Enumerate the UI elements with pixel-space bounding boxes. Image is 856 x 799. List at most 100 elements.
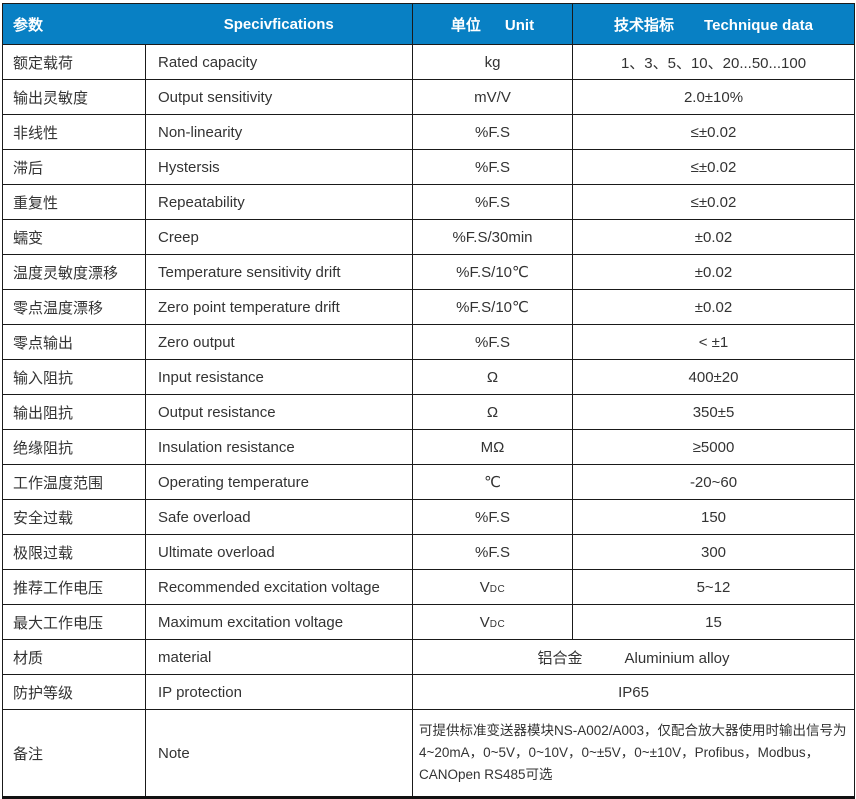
param-name-cn: 输出灵敏度 — [2, 79, 146, 115]
technique-data-value: ≤±0.02 — [572, 184, 855, 220]
unit-value: %F.S/10℃ — [412, 289, 573, 325]
table-row: 安全过载 Safe overload %F.S 150 — [2, 499, 855, 535]
unit-value: %F.S/30min — [412, 219, 573, 255]
header-param: 参数 — [2, 3, 146, 45]
unit-main: MΩ — [480, 438, 505, 456]
unit-value: kg — [412, 44, 573, 80]
param-name-cn: 额定载荷 — [2, 44, 146, 80]
unit-main: V — [479, 578, 490, 596]
unit-value: Ω — [412, 394, 573, 430]
param-name-en: Operating temperature — [145, 464, 413, 500]
unit-value: %F.S — [412, 499, 573, 535]
unit-main: %F.S — [474, 158, 510, 176]
technique-data-value: 1、3、5、10、20...50...100 — [572, 44, 855, 80]
unit-subscript: DC — [489, 618, 506, 630]
table-row: 材质 material 铝合金 Aluminium alloy — [2, 639, 855, 675]
param-name-cn: 输出阻抗 — [2, 394, 146, 430]
table-row: 输出阻抗 Output resistance Ω 350±5 — [2, 394, 855, 430]
technique-data-value: ≥5000 — [572, 429, 855, 465]
table-row: 额定载荷 Rated capacity kg 1、3、5、10、20...50...1… — [2, 44, 855, 80]
table-row: 非线性 Non-linearity %F.S ≤±0.02 — [2, 114, 855, 150]
unit-main: kg — [484, 53, 501, 71]
header-tech-cn: 技术指标 — [614, 16, 675, 34]
unit-main: %F.S — [474, 508, 510, 526]
unit-main: %F.S — [474, 123, 510, 141]
param-name-cn: 温度灵敏度漂移 — [2, 254, 146, 290]
unit-main: Ω — [486, 403, 499, 421]
param-name-en: Maximum excitation voltage — [145, 604, 413, 640]
technique-data-value: ±0.02 — [572, 219, 855, 255]
param-name-cn: 输入阻抗 — [2, 359, 146, 395]
unit-value: %F.S — [412, 324, 573, 360]
technique-data-value: 350±5 — [572, 394, 855, 430]
table-row: 最大工作电压 Maximum excitation voltage VDC 15 — [2, 604, 855, 640]
param-name-en: Output sensitivity — [145, 79, 413, 115]
table-row: 重复性 Repeatability %F.S ≤±0.02 — [2, 184, 855, 220]
technique-data-value: 5~12 — [572, 569, 855, 605]
table-row: 防护等级 IP protection IP65 — [2, 674, 855, 710]
param-name-cn: 零点温度漂移 — [2, 289, 146, 325]
table-row: 工作温度范围 Operating temperature ℃ -20~60 — [2, 464, 855, 500]
unit-value: %F.S/10℃ — [412, 254, 573, 290]
unit-value: %F.S — [412, 184, 573, 220]
merged-value: IP65 — [412, 674, 855, 710]
param-name-en: Zero output — [145, 324, 413, 360]
unit-value: Ω — [412, 359, 573, 395]
unit-value: ℃ — [412, 464, 573, 500]
param-name-en: Rated capacity — [145, 44, 413, 80]
technique-data-value: 400±20 — [572, 359, 855, 395]
row-note: 备注 Note 可提供标准变送器模块NS-A002/A003，仅配合放大器使用时输出… — [2, 709, 855, 798]
header-specifications: Specivfications — [145, 3, 413, 45]
param-name-en: Insulation resistance — [145, 429, 413, 465]
param-name-cn: 防护等级 — [2, 674, 146, 710]
table-row: 零点温度漂移 Zero point temperature drift %F.S/1… — [2, 289, 855, 325]
param-name-cn: 备注 — [2, 709, 146, 798]
param-name-cn: 非线性 — [2, 114, 146, 150]
unit-value: %F.S — [412, 114, 573, 150]
param-name-cn: 材质 — [2, 639, 146, 675]
header-tech-en: Technique data — [704, 16, 813, 34]
table-row: 输出灵敏度 Output sensitivity mV/V 2.0±10% — [2, 79, 855, 115]
technique-data-value: 15 — [572, 604, 855, 640]
unit-main: %F.S/30min — [452, 228, 533, 246]
param-name-cn: 安全过载 — [2, 499, 146, 535]
technique-data-value: -20~60 — [572, 464, 855, 500]
unit-main: %F.S — [474, 333, 510, 351]
param-name-en: Repeatability — [145, 184, 413, 220]
technique-data-value: 150 — [572, 499, 855, 535]
unit-value: VDC — [412, 604, 573, 640]
table-row: 推荐工作电压 Recommended excitation voltage VDC 5… — [2, 569, 855, 605]
material-cn: 铝合金 — [537, 649, 583, 667]
param-name-cn: 蠕变 — [2, 219, 146, 255]
param-name-cn: 绝缘阻抗 — [2, 429, 146, 465]
unit-main: ℃ — [484, 474, 501, 491]
table-row: 温度灵敏度漂移 Temperature sensitivity drift %F.S… — [2, 254, 855, 290]
technique-data-value: ±0.02 — [572, 254, 855, 290]
table-row: 零点输出 Zero output %F.S < ±1 — [2, 324, 855, 360]
header-row: 参数 Specivfications 单位 Unit 技术指标 Technique … — [2, 3, 855, 45]
technique-data-value: ±0.02 — [572, 289, 855, 325]
param-name-en: Input resistance — [145, 359, 413, 395]
param-name-cn: 零点输出 — [2, 324, 146, 360]
unit-main: mV/V — [474, 88, 511, 106]
param-name-en: Zero point temperature drift — [145, 289, 413, 325]
param-name-en: Temperature sensitivity drift — [145, 254, 413, 290]
param-name-en: Note — [145, 709, 413, 798]
table-row: 绝缘阻抗 Insulation resistance MΩ ≥5000 — [2, 429, 855, 465]
header-unit-en: Unit — [504, 16, 535, 34]
unit-value: %F.S — [412, 534, 573, 570]
param-name-en: Non-linearity — [145, 114, 413, 150]
spec-table: 参数 Specivfications 单位 Unit 技术指标 Technique … — [2, 3, 855, 799]
unit-value: mV/V — [412, 79, 573, 115]
header-unit-cn: 单位 — [450, 16, 481, 34]
merged-value: 铝合金 Aluminium alloy — [412, 639, 855, 675]
unit-main: Ω — [486, 368, 499, 386]
table-row: 蠕变 Creep %F.S/30min ±0.02 — [2, 219, 855, 255]
technique-data-value: ≤±0.02 — [572, 149, 855, 185]
spec-table-body: 额定载荷 Rated capacity kg 1、3、5、10、20...50...1… — [2, 44, 855, 798]
unit-value: %F.S — [412, 149, 573, 185]
unit-value: MΩ — [412, 429, 573, 465]
param-name-cn: 工作温度范围 — [2, 464, 146, 500]
technique-data-value: ≤±0.02 — [572, 114, 855, 150]
